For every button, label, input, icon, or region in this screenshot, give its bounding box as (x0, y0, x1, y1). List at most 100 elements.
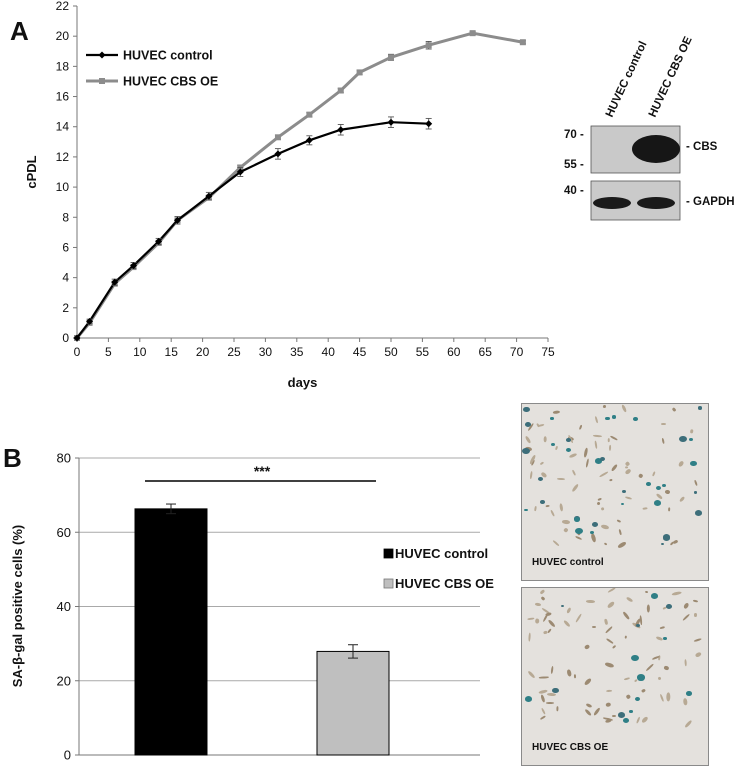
y-axis-title: SA-β-gal positive cells (%) (10, 525, 25, 688)
cell-speck (550, 666, 554, 675)
legend-label: HUVEC CBS OE (395, 576, 494, 591)
cell-speck (527, 670, 536, 679)
x-tick-label: 25 (227, 345, 241, 359)
x-axis-title: days (288, 375, 318, 390)
cell-speck (586, 703, 593, 709)
data-point (73, 334, 81, 342)
blot-marker-55: 55 - (564, 159, 584, 171)
cell-speck (584, 677, 593, 687)
cell-speck (563, 527, 569, 533)
cell-speck (603, 618, 608, 626)
cell-speck (571, 483, 579, 492)
blot-lane-label-control: HUVEC control (604, 39, 650, 119)
senescent-cell (679, 436, 688, 443)
data-point (425, 42, 432, 49)
cell-speck (642, 506, 648, 510)
cell-speck (620, 404, 627, 414)
senescent-cell (605, 416, 610, 421)
data-point (86, 317, 94, 325)
x-tick-label: 65 (479, 345, 493, 359)
cell-speck (661, 423, 666, 426)
data-point (337, 126, 345, 134)
micrograph-huvec-control: HUVEC control (521, 403, 709, 581)
senescent-cell (662, 534, 671, 541)
cell-speck (644, 590, 648, 594)
line-chart-growth: 0 2 4 6 8 10 12 14 16 18 20 22 0 5 10 15 20 25 30 35 40 45 50 5… (24, 0, 555, 390)
cell-speck (636, 717, 641, 724)
cell-speck (664, 665, 670, 671)
cell-speck (567, 669, 573, 677)
micrograph-label-cbs-oe: HUVEC CBS OE (532, 742, 609, 753)
cell-speck (568, 452, 578, 459)
cell-speck (608, 445, 612, 452)
cell-speck (682, 698, 688, 706)
cell-speck (540, 707, 546, 715)
cell-speck (592, 625, 596, 628)
cell-speck (625, 595, 634, 603)
cell-speck (616, 519, 621, 523)
cell-speck (640, 716, 649, 725)
y-tick-label: 20 (57, 673, 71, 688)
cell-speck (617, 540, 627, 549)
legend: HUVEC control HUVEC CBS OE (86, 49, 218, 89)
x-tick-label: 45 (353, 345, 367, 359)
senescent-cell (655, 485, 662, 490)
cell-speck (694, 479, 699, 486)
cell-speck (526, 617, 535, 621)
data-point (274, 150, 282, 158)
legend-label: HUVEC control (123, 49, 213, 63)
cell-speck (665, 489, 672, 495)
cell-speck (574, 535, 583, 541)
cell-speck (624, 468, 633, 475)
cell-speck (693, 612, 697, 617)
x-tick-label: 0 (74, 345, 81, 359)
y-tick-label: 18 (56, 59, 70, 73)
series-huvec-control (73, 116, 433, 342)
senescent-cell (621, 489, 626, 493)
senescent-cell (565, 447, 571, 452)
blot-marker-40: 40 - (564, 185, 584, 197)
cell-speck (549, 509, 556, 517)
y-axis-title: cPDL (24, 155, 39, 188)
cell-speck (546, 627, 552, 634)
senescent-cell (573, 517, 580, 523)
data-point (356, 69, 363, 76)
senescent-cell (552, 688, 560, 694)
cell-speck (609, 478, 613, 481)
x-tick-label: 10 (133, 345, 147, 359)
cell-speck (657, 676, 661, 681)
cell-speck (606, 588, 616, 594)
cell-speck (529, 470, 533, 479)
data-point (111, 278, 119, 286)
data-point (388, 54, 394, 61)
blot-label-cbs: - CBS (686, 141, 718, 153)
senescent-cell (551, 442, 556, 446)
x-tick-label: 50 (384, 345, 398, 359)
series-line (76, 121, 429, 339)
senescent-cell (575, 527, 584, 534)
senescent-cell (695, 510, 703, 517)
data-point (469, 30, 476, 37)
senescent-cell (524, 696, 532, 702)
cell-speck (624, 634, 628, 639)
bar-chart-sa-beta-gal: 0 20 40 60 80 SA-β-gal positive cells (%) *** H… (10, 451, 494, 763)
cell-speck (682, 612, 690, 621)
senescent-cell (689, 460, 698, 467)
cell-speck (601, 507, 605, 512)
cell-speck (538, 676, 549, 679)
senescent-cell (660, 542, 664, 546)
cell-speck (671, 591, 682, 597)
cell-speck (602, 404, 607, 408)
cell-speck (540, 694, 546, 703)
cell-speck (544, 436, 548, 443)
legend-marker (99, 78, 105, 84)
cell-speck (534, 505, 537, 512)
x-tick-label: 30 (259, 345, 273, 359)
senescent-cell (645, 482, 651, 486)
blot-marker-70: 70 - (564, 129, 584, 141)
cell-speck (575, 613, 583, 623)
cell-speck (597, 501, 601, 506)
micrograph-huvec-cbs-oe: HUVEC CBS OE (521, 587, 709, 766)
x-tick-label: 20 (196, 345, 210, 359)
cell-speck (594, 440, 598, 449)
